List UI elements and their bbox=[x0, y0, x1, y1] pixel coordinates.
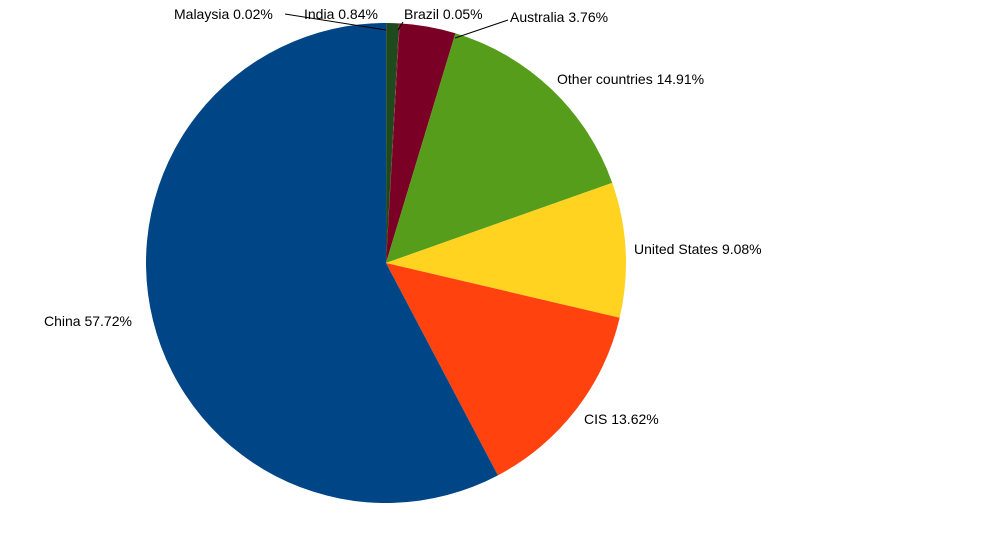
slice-label-australia: Australia 3.76% bbox=[510, 9, 608, 25]
slice-label-cis: CIS 13.62% bbox=[584, 411, 659, 427]
leader-line-australia bbox=[455, 20, 508, 38]
slice-label-united-states: United States 9.08% bbox=[634, 241, 762, 257]
slice-label-china: China 57.72% bbox=[44, 313, 132, 329]
slice-label-brazil: Brazil 0.05% bbox=[404, 6, 483, 22]
slice-label-other-countries: Other countries 14.91% bbox=[557, 71, 704, 87]
slice-label-india: India 0.84% bbox=[304, 6, 378, 22]
slices-layer bbox=[146, 23, 626, 503]
slice-label-malaysia: Malaysia 0.02% bbox=[174, 6, 273, 22]
